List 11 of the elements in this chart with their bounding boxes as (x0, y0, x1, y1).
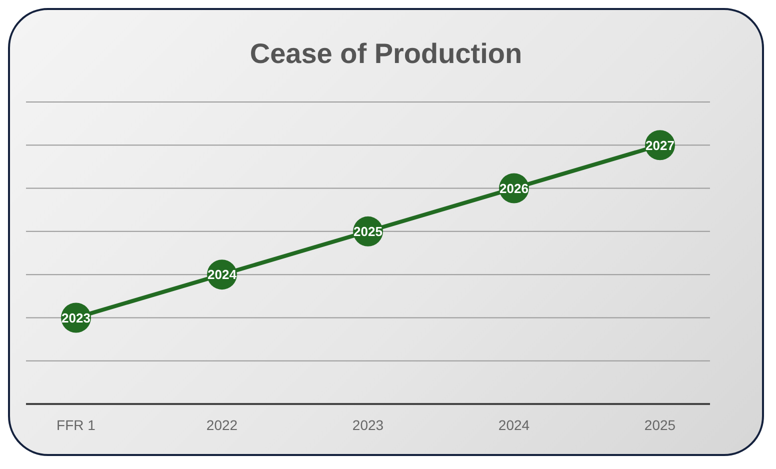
data-label: 2023 (62, 310, 90, 326)
x-tick-label: 2022 (206, 416, 238, 433)
data-label: 2025 (354, 224, 382, 240)
data-label: 2024 (208, 267, 238, 282)
x-tick-label: FFR 1 (56, 416, 96, 433)
x-tick-label: 2023 (352, 416, 384, 433)
x-tick-label: 2024 (498, 416, 530, 433)
data-label: 2027 (646, 138, 674, 153)
data-label: 2026 (500, 180, 528, 196)
x-tick-label: 2025 (644, 416, 676, 433)
chart-title: Cease of Production (248, 37, 524, 71)
